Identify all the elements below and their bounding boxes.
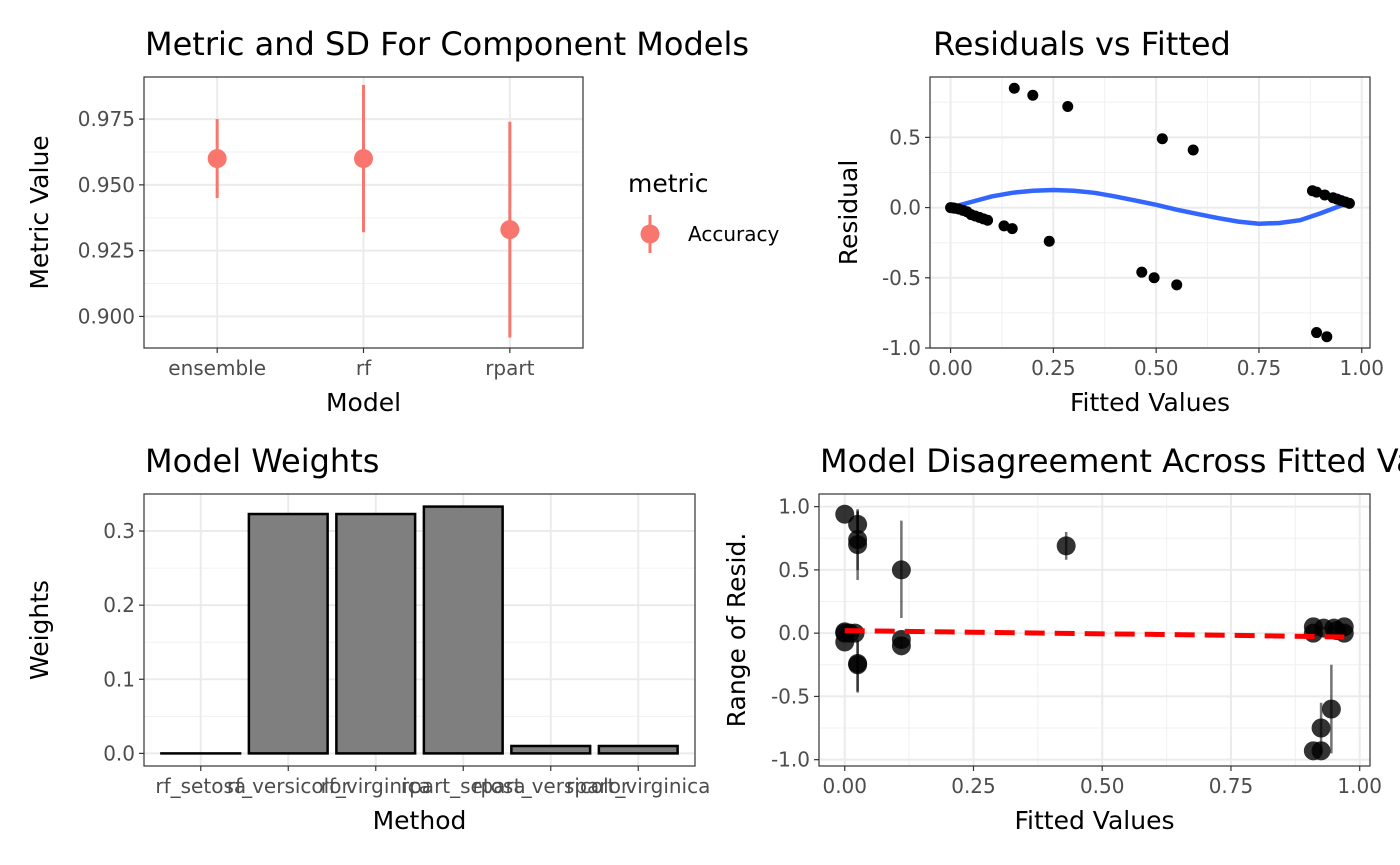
x-tick-label: rpart_versicolor xyxy=(472,774,630,798)
model-disagreement-chart: -1.0 -0.5 0.0 0.5 1.0 0.00 0.25 0.50 0.75 1.00 Mod… xyxy=(722,442,1400,835)
data-point xyxy=(1006,223,1018,235)
x-tick-label: ensemble xyxy=(168,356,266,380)
x-tick-label: 0.75 xyxy=(1209,774,1254,798)
y-tick-label: 0.3 xyxy=(103,519,135,543)
y-axis-label: Metric Value xyxy=(25,135,54,289)
legend-key-point xyxy=(640,224,660,244)
y-tick-label: 0.5 xyxy=(778,558,810,582)
y-tick-label: 0.1 xyxy=(103,667,135,691)
y-tick-label: 0.975 xyxy=(78,107,135,131)
x-tick-label: rf_setosa xyxy=(155,774,246,798)
y-tick-label: 0.5 xyxy=(889,125,921,149)
y-tick-label: 0.2 xyxy=(103,593,135,617)
bar xyxy=(510,744,592,755)
data-point xyxy=(1043,235,1055,247)
data-point xyxy=(1156,133,1168,145)
y-tick-label: 1.0 xyxy=(778,495,810,519)
x-tick-label: 0.75 xyxy=(1237,356,1282,380)
panel-border xyxy=(143,493,696,767)
data-point xyxy=(1343,197,1355,209)
y-axis-label: Residual xyxy=(834,160,863,266)
data-point xyxy=(848,655,868,675)
chart-title: Model Disagreement Across Fitted Values xyxy=(820,442,1400,480)
x-axis-label: Model xyxy=(326,388,401,417)
data-point xyxy=(1321,331,1333,343)
data-point xyxy=(982,214,994,226)
bar xyxy=(335,512,417,755)
data-point xyxy=(1171,279,1183,291)
data-point xyxy=(835,504,855,524)
y-tick-label: -0.5 xyxy=(882,266,921,290)
data-point xyxy=(354,149,373,169)
panel-border xyxy=(818,493,1371,767)
x-tick-label: 0.25 xyxy=(1031,356,1076,380)
x-tick-label: rf xyxy=(356,356,372,380)
bar xyxy=(247,512,329,755)
data-point xyxy=(207,149,227,169)
data-point xyxy=(1148,272,1160,284)
chart-title: Residuals vs Fitted xyxy=(933,25,1231,63)
trend-line xyxy=(844,628,1345,640)
legend-label: Accuracy xyxy=(688,222,779,246)
data-point xyxy=(1187,144,1199,156)
metric-sd-chart: 0.900 0.925 0.950 0.975 ensemble rf rpart Metri… xyxy=(25,25,779,417)
data-point xyxy=(1334,623,1354,643)
data-point xyxy=(891,636,911,656)
data-point xyxy=(891,560,911,580)
model-weights-chart: 0.0 0.1 0.2 0.3 rf_setosarf_versicolorrf_vir… xyxy=(25,442,710,835)
chart-title: Metric and SD For Component Models xyxy=(145,25,749,63)
chart-title: Model Weights xyxy=(145,442,379,480)
residuals-vs-fitted-chart: -1.0 -0.5 0.0 0.5 0.00 0.25 0.50 0.75 1.00 Residu… xyxy=(834,25,1384,417)
panel-background xyxy=(144,494,695,766)
y-tick-label: 0.925 xyxy=(78,239,135,263)
x-tick-label: 0.00 xyxy=(928,356,973,380)
y-tick-label: 0.0 xyxy=(778,621,810,645)
y-tick-label: -1.0 xyxy=(882,336,921,360)
data-point xyxy=(1321,699,1341,719)
y-tick-label: 0.0 xyxy=(889,196,921,220)
data-point xyxy=(500,220,520,240)
data-point xyxy=(848,535,868,555)
bar xyxy=(597,744,679,755)
panel-border xyxy=(929,76,1371,349)
y-axis-label: Range of Resid. xyxy=(722,533,751,728)
y-axis-label: Weights xyxy=(25,580,54,680)
data-point xyxy=(1136,266,1148,278)
data-point xyxy=(1056,536,1076,556)
data-point xyxy=(1311,718,1331,738)
x-tick-label: 1.00 xyxy=(1340,356,1385,380)
data-point xyxy=(848,514,868,534)
x-tick-label: rf_versicolor xyxy=(227,774,351,798)
bar xyxy=(422,505,504,755)
data-point xyxy=(1311,327,1323,339)
x-tick-label: rpart xyxy=(485,356,534,380)
x-axis-label: Method xyxy=(373,806,467,835)
y-tick-label: 0.0 xyxy=(103,741,135,765)
data-point xyxy=(1027,89,1039,101)
y-tick-label: -1.0 xyxy=(771,748,810,772)
x-tick-label: 0.50 xyxy=(1080,774,1125,798)
smooth-line xyxy=(950,187,1350,226)
y-tick-label: 0.950 xyxy=(78,173,135,197)
x-tick-label: rf_virginica xyxy=(321,774,431,798)
x-tick-label: rpart_setosa xyxy=(401,774,526,798)
panel-background xyxy=(930,77,1370,348)
data-point xyxy=(1008,82,1020,94)
legend-title: metric xyxy=(628,169,709,198)
data-point xyxy=(1311,741,1331,761)
x-axis-label: Fitted Values xyxy=(1070,388,1230,417)
legend: metric Accuracy xyxy=(628,169,779,253)
x-tick-label: 0.50 xyxy=(1134,356,1179,380)
data-point xyxy=(1062,100,1074,112)
y-tick-label: 0.900 xyxy=(78,304,135,328)
x-tick-label: 0.00 xyxy=(822,774,867,798)
x-tick-label: 0.25 xyxy=(951,774,996,798)
x-tick-label: 1.00 xyxy=(1337,774,1382,798)
x-tick-label: rpart_virginica xyxy=(566,774,710,798)
x-axis-label: Fitted Values xyxy=(1015,806,1175,835)
y-tick-label: -0.5 xyxy=(771,684,810,708)
